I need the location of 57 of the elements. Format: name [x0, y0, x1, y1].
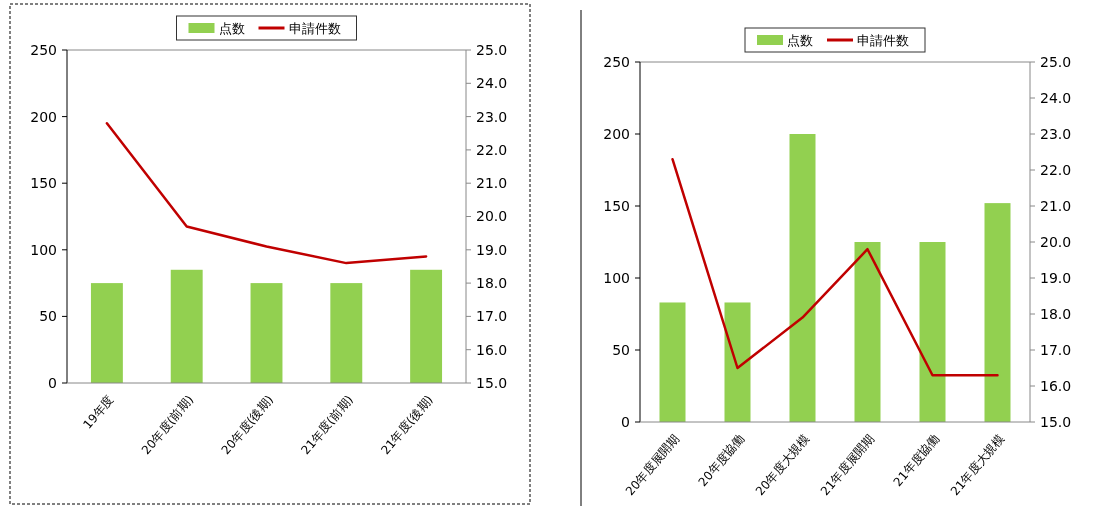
y2-tick-label: 21.0: [476, 175, 508, 192]
x-tick-label: 21年度(後期): [378, 392, 436, 458]
y2-tick-label: 23.0: [1040, 125, 1072, 142]
y2-tick-label: 22.0: [1040, 161, 1072, 178]
y2-tick-label: 15.0: [476, 374, 508, 391]
y-tick-label: 50: [612, 341, 630, 358]
y2-tick-label: 19.0: [476, 241, 508, 258]
y2-tick-label: 25.0: [1040, 53, 1072, 70]
y-tick-label: 100: [30, 241, 57, 258]
y-tick-label: 200: [30, 108, 57, 125]
y2-tick-label: 18.0: [476, 275, 508, 291]
y-tick-label: 250: [603, 53, 630, 70]
y2-tick-label: 24.0: [476, 75, 508, 92]
y2-tick-label: 17.0: [476, 308, 508, 325]
y2-tick-label: 20.0: [1040, 233, 1072, 250]
x-tick-label: 19年度: [80, 392, 117, 432]
x-tick-label: 20年度協働: [695, 431, 748, 490]
y-tick-label: 50: [39, 308, 57, 325]
y2-tick-label: 16.0: [476, 341, 508, 358]
y2-tick-label: 22.0: [476, 141, 508, 158]
y-tick-label: 100: [603, 269, 630, 286]
x-tick-label: 21年度協働: [890, 431, 943, 490]
x-tick-label: 20年度展開期: [622, 431, 683, 499]
y-tick-label: 0: [48, 374, 57, 391]
y2-tick-label: 24.0: [1040, 89, 1072, 106]
y-tick-label: 150: [603, 197, 630, 214]
x-tick-label: 21年度(前期): [298, 392, 356, 458]
y-tick-label: 250: [30, 41, 57, 58]
bar: [724, 302, 751, 422]
y2-tick-label: 16.0: [1040, 377, 1072, 394]
y2-tick-label: 17.0: [1040, 341, 1072, 358]
bar: [789, 134, 816, 422]
x-tick-label: 21年度大規模: [947, 431, 1008, 499]
x-tick-label: 20年度大規模: [752, 431, 813, 499]
y2-tick-label: 21.0: [1040, 197, 1072, 214]
bar: [659, 302, 686, 422]
y2-tick-label: 19.0: [1040, 269, 1072, 286]
y2-tick-label: 25.0: [476, 41, 508, 58]
y2-tick-label: 15.0: [1040, 413, 1072, 430]
y2-tick-label: 18.0: [1040, 305, 1072, 322]
line-series: [671, 157, 999, 377]
bar: [984, 203, 1011, 422]
y-tick-label: 200: [603, 125, 630, 142]
x-tick-label: 21年度展開期: [817, 431, 878, 499]
legend-label: 点数: [787, 32, 813, 48]
y-tick-label: 0: [621, 413, 630, 430]
y-tick-label: 150: [30, 175, 57, 192]
x-tick-label: 20年度(前期): [138, 392, 197, 458]
legend-label: 申請件数: [857, 32, 909, 48]
legend-label: 点数: [218, 20, 245, 36]
legend-label: 申請件数: [288, 20, 341, 36]
bar: [919, 242, 946, 422]
bar: [854, 242, 881, 422]
y2-tick-label: 23.0: [476, 108, 508, 125]
y2-tick-label: 20.0: [476, 208, 508, 225]
x-tick-label: 20年度(後期): [218, 392, 277, 458]
line-series: [105, 122, 428, 265]
